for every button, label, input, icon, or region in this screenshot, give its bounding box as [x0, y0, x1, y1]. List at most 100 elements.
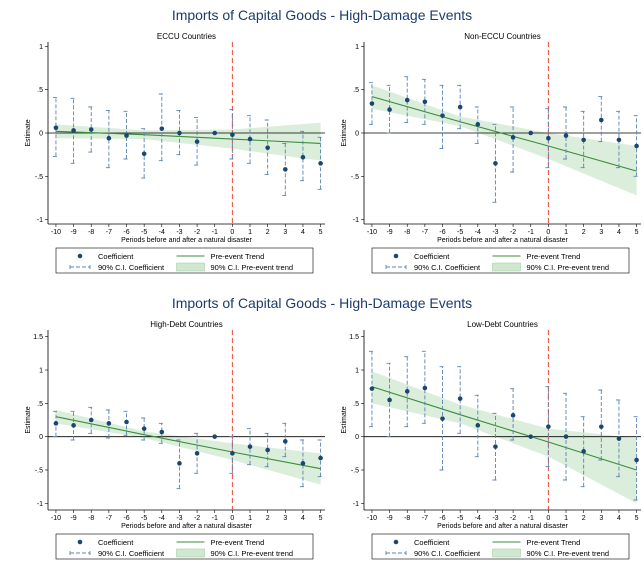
- y-tick-label: 1: [39, 44, 43, 51]
- coefficient-point: [300, 461, 306, 466]
- x-tick-label: -3: [176, 515, 182, 522]
- coefficient-point: [528, 130, 534, 136]
- x-tick-label: -1: [528, 229, 534, 236]
- coefficient-point: [141, 151, 147, 157]
- panel-title: ECCU Countries: [157, 32, 216, 41]
- x-tick-label: 4: [301, 229, 305, 236]
- x-tick-label: -5: [141, 229, 147, 236]
- y-tick-label: .5: [353, 401, 359, 408]
- legend-label: 90% C.I. Coefficient: [414, 549, 481, 558]
- x-tick-label: 4: [617, 229, 621, 236]
- y-tick-label: -1: [353, 217, 359, 224]
- coefficient-point: [159, 429, 165, 435]
- coefficient-point: [230, 451, 235, 456]
- coefficient-point: [581, 449, 586, 454]
- legend-label: 90% C.I. Pre-event trend: [527, 263, 610, 272]
- x-tick-label: -4: [475, 515, 481, 522]
- ci-bar: [247, 428, 254, 466]
- legend-label: Pre-event Trend: [527, 538, 581, 547]
- x-tick-label: -1: [212, 515, 218, 522]
- coefficient-point: [422, 385, 428, 391]
- coefficient-point: [563, 133, 569, 138]
- legend-marker: [492, 262, 521, 272]
- ci-bar: [123, 110, 130, 160]
- coefficient-point: [528, 434, 534, 439]
- trend-line: [371, 386, 637, 471]
- ci-bar: [141, 417, 148, 441]
- coefficient-point: [283, 439, 288, 444]
- x-tick-label: -6: [123, 229, 129, 236]
- x-tick-label: -9: [70, 229, 76, 236]
- coefficient-point: [616, 436, 622, 441]
- ci-bar: [421, 78, 428, 125]
- ci-bar: [105, 110, 112, 169]
- coefficient-point: [318, 455, 323, 461]
- x-tick-label: -10: [367, 515, 377, 522]
- legend-label: 90% C.I. Coefficient: [98, 263, 165, 272]
- x-tick-label: -10: [367, 229, 377, 236]
- y-axis-title: Estimate: [341, 119, 348, 146]
- ci-bar: [299, 439, 306, 488]
- panel-title: High-Debt Countries: [150, 320, 222, 329]
- x-tick-label: -8: [88, 515, 94, 522]
- coefficient-point: [475, 423, 481, 428]
- x-tick-label: -9: [70, 515, 76, 522]
- coefficient-point: [53, 125, 59, 131]
- x-tick-label: 3: [599, 229, 603, 236]
- ci-bar: [615, 110, 622, 169]
- coefficient-point: [510, 135, 516, 140]
- coefficient-point: [369, 101, 375, 106]
- coefficient-point: [318, 161, 323, 166]
- coefficient-point: [422, 99, 428, 105]
- legend-marker: [393, 539, 399, 545]
- x-tick-label: 5: [635, 229, 639, 236]
- y-tick-label: 0: [39, 131, 43, 138]
- figure-title: Imports of Capital Goods - High-Damage E…: [172, 295, 472, 311]
- y-tick-label: -1: [37, 217, 43, 224]
- coefficient-point: [616, 137, 622, 143]
- y-tick-label: .5: [37, 401, 43, 408]
- legend-label: Coefficient: [414, 252, 450, 261]
- x-tick-label: -7: [422, 229, 428, 236]
- x-tick-label: -9: [386, 515, 392, 522]
- trend-ci-band: [371, 371, 637, 504]
- coefficient-point: [247, 136, 253, 142]
- legend-label: Coefficient: [98, 252, 134, 261]
- y-tick-label: -1: [37, 501, 43, 508]
- y-tick-label: .5: [37, 87, 43, 94]
- coefficient-point: [634, 457, 639, 463]
- x-tick-label: -4: [159, 515, 165, 522]
- x-tick-label: 1: [564, 515, 568, 522]
- ci-bar: [386, 84, 393, 134]
- y-tick-label: 0: [355, 434, 359, 441]
- coefficient-point: [212, 434, 218, 439]
- x-tick-label: 3: [283, 229, 287, 236]
- x-tick-label: -7: [106, 229, 112, 236]
- coefficient-point: [177, 461, 182, 466]
- x-tick-label: 2: [582, 229, 586, 236]
- x-tick-label: -1: [528, 515, 534, 522]
- coefficient-point: [581, 137, 586, 143]
- y-axis-title: Estimate: [341, 406, 348, 433]
- coefficient-point: [387, 107, 392, 112]
- trend-ci-band: [55, 122, 321, 161]
- y-axis-title: Estimate: [25, 119, 32, 146]
- ci-bar: [580, 110, 587, 169]
- y-tick-label: -.5: [351, 174, 359, 181]
- coefficient-point: [546, 424, 551, 429]
- legend-marker: [176, 262, 205, 272]
- coefficient-point: [265, 447, 270, 453]
- coefficient-point: [88, 417, 94, 423]
- coefficient-point: [404, 389, 410, 394]
- x-tick-label: -10: [51, 515, 61, 522]
- x-tick-label: 1: [248, 229, 252, 236]
- x-tick-label: -2: [510, 515, 516, 522]
- x-axis-title: Periods before and after a natural disas…: [437, 237, 568, 244]
- coefficient-point: [230, 132, 235, 138]
- coefficient-point: [247, 444, 253, 449]
- x-tick-label: 1: [564, 229, 568, 236]
- x-tick-label: 2: [266, 515, 270, 522]
